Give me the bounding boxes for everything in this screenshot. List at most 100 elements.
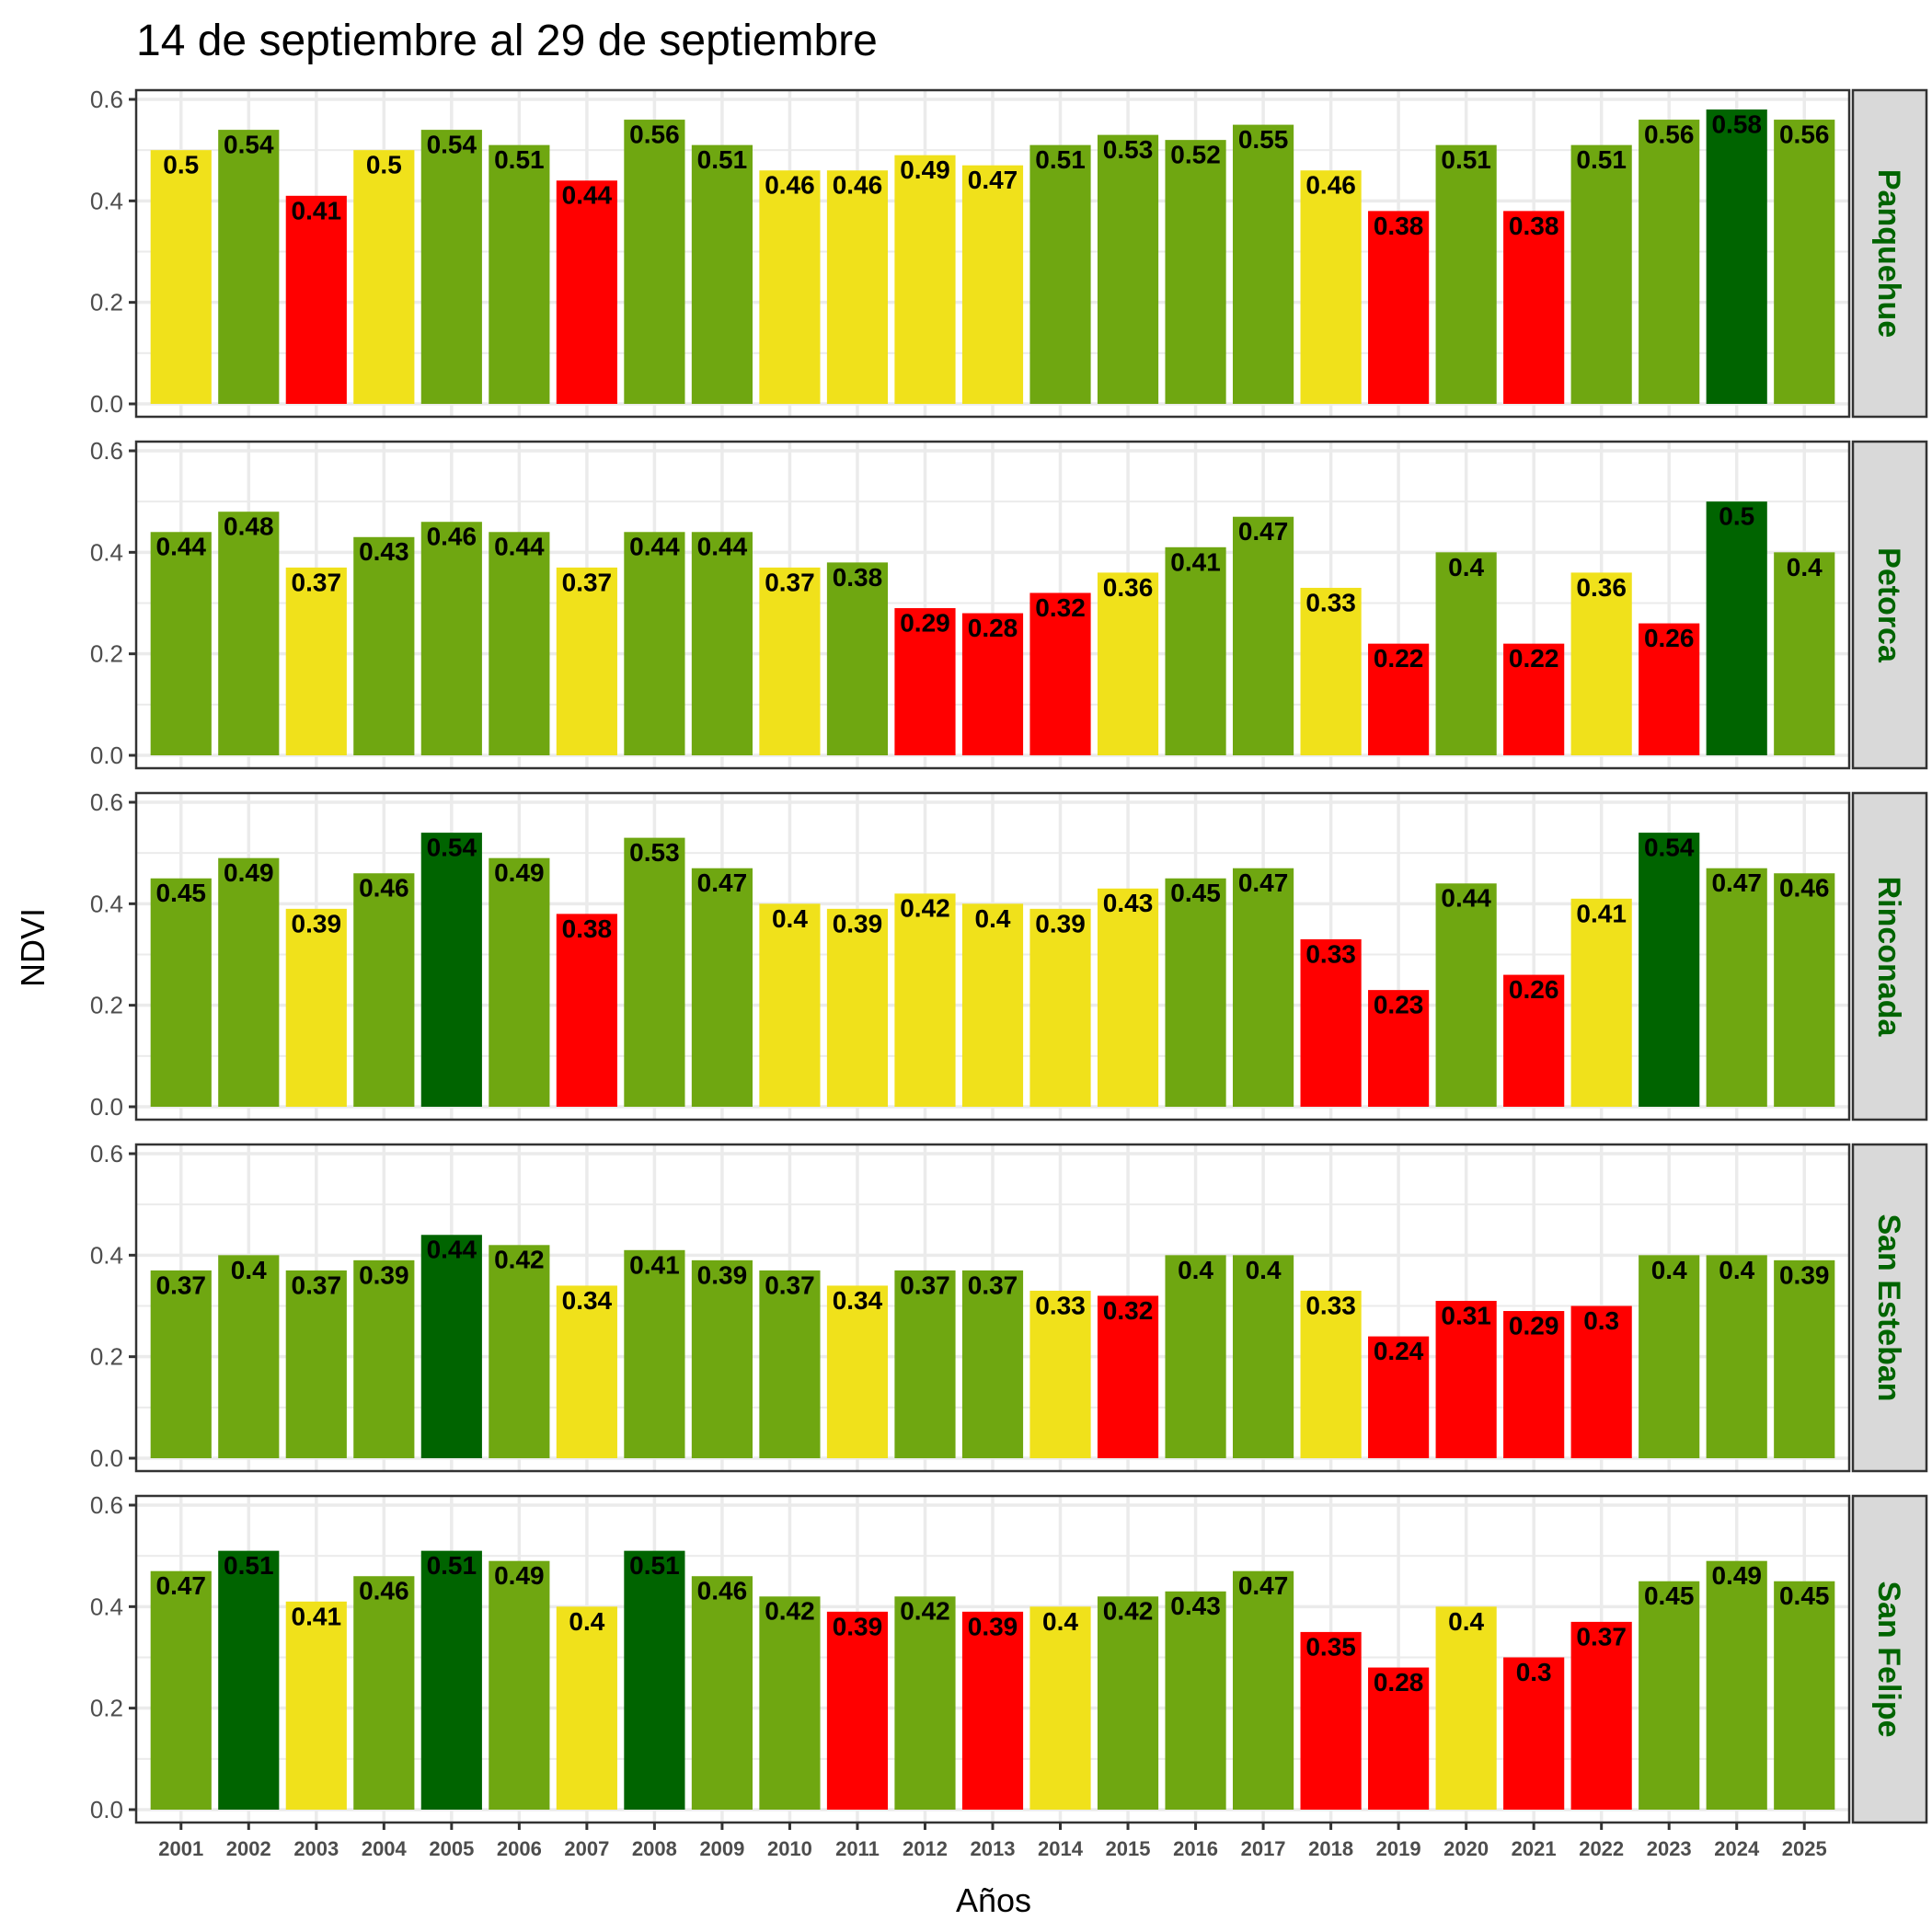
bar-2001: [150, 1570, 212, 1810]
bar-label-2024: 0.4: [1719, 1256, 1754, 1284]
bar-label-2023: 0.45: [1644, 1581, 1695, 1610]
bar-label-2011: 0.39: [833, 1612, 883, 1640]
bar-label-2002: 0.48: [224, 512, 274, 541]
y-tick-label: 0.4: [90, 187, 123, 214]
bar-2025: [1774, 873, 1835, 1107]
bar-label-2007: 0.37: [562, 568, 613, 596]
bar-2003: [285, 195, 347, 404]
bar-2022: [1570, 1305, 1632, 1458]
bar-2014: [1029, 1606, 1091, 1810]
bar-2011: [826, 1285, 889, 1458]
facet-strip: [1851, 1494, 1928, 1824]
bar-2003: [285, 1270, 347, 1458]
bar-label-2024: 0.49: [1711, 1561, 1762, 1590]
bar-2013: [961, 165, 1024, 404]
facet-strip: [1851, 440, 1928, 770]
bar-2012: [894, 155, 956, 404]
bar-label-2024: 0.5: [1719, 502, 1754, 531]
x-tick-label-2018: 2018: [1308, 1837, 1353, 1860]
bar-label-2021: 0.26: [1509, 975, 1559, 1004]
bar-label-2004: 0.5: [366, 151, 402, 179]
bar-label-2021: 0.22: [1509, 644, 1559, 673]
bar-label-2025: 0.39: [1779, 1260, 1830, 1289]
bar-2025: [1774, 1259, 1835, 1458]
facet-strip: [1851, 791, 1928, 1121]
bar-2004: [353, 1576, 415, 1810]
bar-label-2010: 0.46: [765, 171, 815, 200]
bar-label-2019: 0.24: [1374, 1337, 1424, 1365]
bar-2006: [489, 1245, 550, 1458]
y-tick-label: 0.0: [90, 390, 123, 418]
bar-label-2004: 0.46: [359, 1577, 409, 1605]
bar-2007: [556, 1285, 617, 1458]
bar-2021: [1503, 211, 1565, 404]
bar-label-2008: 0.53: [629, 838, 680, 867]
bar-2013: [961, 903, 1024, 1107]
bar-label-2016: 0.52: [1170, 141, 1221, 169]
bar-2016: [1165, 546, 1226, 755]
bar-2006: [489, 532, 550, 755]
panel-border: [134, 440, 1851, 770]
bar-label-2013: 0.47: [968, 166, 1018, 194]
bar-2003: [285, 908, 347, 1107]
bar-2025: [1774, 552, 1835, 755]
bar-label-2008: 0.41: [629, 1250, 680, 1279]
bar-label-2013: 0.37: [968, 1271, 1018, 1299]
bar-2006: [489, 144, 550, 404]
bar-2011: [826, 562, 889, 755]
bar-2006: [489, 857, 550, 1107]
bar-2016: [1165, 878, 1226, 1107]
bar-label-2020: 0.44: [1441, 884, 1491, 913]
bar-label-2022: 0.41: [1576, 899, 1627, 927]
bar-label-2013: 0.28: [968, 614, 1018, 642]
bar-2004: [353, 150, 415, 404]
x-tick-label-2024: 2024: [1714, 1837, 1760, 1860]
bar-label-2007: 0.4: [569, 1607, 604, 1636]
y-axis-title: NDVI: [14, 908, 52, 987]
bar-2009: [691, 1576, 753, 1810]
bar-2024: [1706, 868, 1767, 1107]
bar-label-2011: 0.39: [833, 909, 883, 937]
bar-label-2025: 0.4: [1787, 553, 1823, 581]
bar-label-2023: 0.26: [1644, 624, 1695, 652]
y-tick-label: 0.2: [90, 1695, 123, 1722]
bar-label-2005: 0.46: [427, 523, 477, 551]
bar-2017: [1232, 868, 1294, 1107]
bar-label-2012: 0.37: [900, 1271, 950, 1299]
y-tick-label: 0.2: [90, 992, 123, 1019]
bar-2007: [556, 567, 617, 755]
facet-strip-label: Petorca: [1871, 547, 1906, 663]
bar-2021: [1503, 643, 1565, 755]
bar-2018: [1300, 938, 1362, 1107]
bar-2001: [150, 878, 212, 1107]
bar-2013: [961, 1270, 1024, 1458]
x-tick-label-2009: 2009: [699, 1837, 744, 1860]
bar-2012: [894, 1270, 956, 1458]
bar-2014: [1029, 1290, 1091, 1458]
bar-label-2009: 0.46: [697, 1577, 748, 1605]
bar-2022: [1570, 144, 1632, 404]
x-tick-label-2016: 2016: [1173, 1837, 1218, 1860]
x-tick-label-2012: 2012: [903, 1837, 948, 1860]
bar-label-2022: 0.37: [1576, 1622, 1627, 1650]
x-tick-label-2003: 2003: [293, 1837, 339, 1860]
bar-label-2017: 0.47: [1238, 517, 1289, 546]
bar-label-2014: 0.4: [1042, 1607, 1078, 1636]
bar-label-2007: 0.44: [562, 181, 613, 210]
bar-label-2020: 0.31: [1441, 1301, 1491, 1329]
facet-strip-label: San Felipe: [1871, 1581, 1906, 1737]
x-tick-label-2006: 2006: [497, 1837, 542, 1860]
bar-2020: [1435, 1300, 1497, 1458]
bar-label-2016: 0.4: [1178, 1256, 1213, 1284]
bar-2016: [1165, 1255, 1226, 1458]
bar-label-2007: 0.34: [562, 1286, 613, 1315]
bar-label-2020: 0.51: [1441, 145, 1491, 174]
chart-title: 14 de septiembre al 29 de septiembre: [136, 17, 878, 65]
x-tick-label-2011: 2011: [835, 1837, 880, 1860]
bar-label-2003: 0.37: [292, 568, 342, 596]
bar-2001: [150, 150, 212, 404]
bar-2001: [150, 1270, 212, 1458]
bar-label-2010: 0.4: [772, 904, 808, 933]
bar-label-2015: 0.43: [1103, 889, 1154, 917]
bar-2025: [1774, 1581, 1835, 1810]
